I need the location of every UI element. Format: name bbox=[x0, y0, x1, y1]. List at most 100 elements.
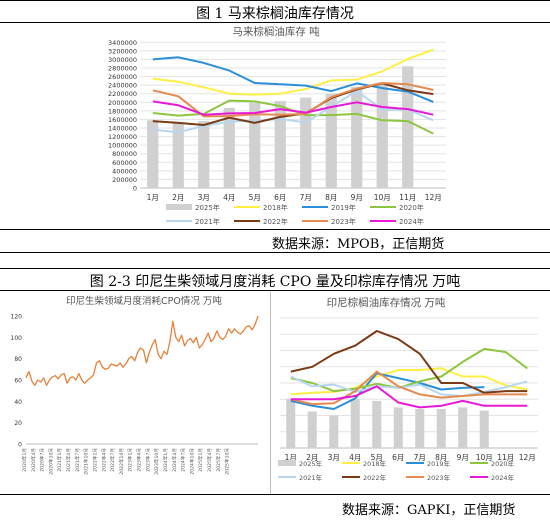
bar-2025-4 bbox=[350, 399, 360, 448]
bar-2025-6 bbox=[274, 101, 286, 188]
series-line-2020 bbox=[290, 347, 528, 393]
x-tick-label-8: 8月 bbox=[325, 193, 337, 202]
x-tick-label-1: 2020年1月 bbox=[21, 448, 28, 472]
indonesia-palm-stock-chart: 印尼棕榈油库存情况 万吨 1月 2月 3月 4月 5月 6月 7月 8月 9月 10月 11月 12月 2… bbox=[278, 296, 538, 482]
legend-label-2020: 2020年 bbox=[399, 203, 424, 212]
y-tick-label-60: 60 bbox=[14, 378, 22, 385]
x-tick-label-8: 8月 bbox=[435, 453, 447, 462]
bar-2025-6 bbox=[393, 407, 403, 448]
bar-2025-8 bbox=[325, 93, 337, 188]
legend-swatch-2025 bbox=[278, 460, 296, 466]
x-tick-label-10: 2022年4月 bbox=[100, 448, 107, 472]
x-tick-label-6: 2021年4月 bbox=[65, 448, 72, 472]
series-line-2019 bbox=[152, 56, 434, 103]
legend-label-2024: 2024年 bbox=[491, 473, 515, 482]
y-tick-label-800000: 800000 bbox=[112, 150, 137, 158]
chart-title: 印尼棕榈油库存情况 万吨 bbox=[327, 296, 446, 309]
bar-2025-9 bbox=[458, 407, 468, 448]
series-line-2024 bbox=[152, 100, 434, 116]
bar-2025-10 bbox=[479, 410, 489, 448]
legend-label-2021: 2021年 bbox=[299, 473, 323, 482]
source-rule-2 bbox=[0, 494, 550, 495]
legend-label-2019: 2019年 bbox=[331, 203, 356, 212]
x-tick-label-2: 2月 bbox=[306, 453, 318, 462]
bar-2025-1 bbox=[147, 120, 159, 188]
bar-2025-5 bbox=[372, 400, 382, 448]
x-tick-label-1: 1月 bbox=[285, 453, 297, 462]
y-tick-label-80: 80 bbox=[14, 356, 22, 363]
x-tick-label-9: 9月 bbox=[351, 193, 363, 202]
bar-2025-11 bbox=[402, 66, 414, 188]
x-tick-label-6: 6月 bbox=[274, 193, 286, 202]
x-tick-label-22: 2025年4月 bbox=[206, 448, 213, 472]
x-tick-label-14: 2023年4月 bbox=[136, 448, 143, 472]
series-line-2018 bbox=[152, 48, 434, 96]
bar-2025-1 bbox=[286, 399, 296, 448]
y-tick-label-400000: 400000 bbox=[112, 167, 137, 175]
x-tick-label-4: 2020年10月 bbox=[47, 448, 54, 475]
series-line-2019 bbox=[290, 372, 485, 410]
x-tick-label-7: 7月 bbox=[300, 193, 312, 202]
caption-rule bbox=[0, 22, 550, 23]
figure-1-source: 数据来源：MPOB，正信期货 bbox=[272, 237, 445, 252]
legend-swatch-2025 bbox=[166, 204, 192, 210]
y-tick-label-20: 20 bbox=[14, 420, 22, 427]
bar-2025-4 bbox=[223, 107, 235, 188]
y-tick-label-3200000: 3200000 bbox=[108, 47, 137, 55]
bar-2025-3 bbox=[329, 415, 339, 448]
x-tick-label-2: 2020年4月 bbox=[30, 448, 37, 472]
bar-2025-10 bbox=[376, 82, 388, 188]
malaysia-palm-stock-chart: 马来棕榈油库存 吨 0200000400000600000800000100000… bbox=[108, 25, 446, 226]
x-tick-label-6: 6月 bbox=[392, 453, 404, 462]
y-tick-label-2800000: 2800000 bbox=[108, 65, 137, 73]
bar-2025-8 bbox=[436, 409, 446, 448]
series-line-2021 bbox=[152, 90, 434, 134]
series-line-2024 bbox=[290, 385, 528, 409]
bar-2025-2 bbox=[307, 411, 317, 448]
chart-title: 印尼生柴领域月度消耗CPO情况 万吨 bbox=[66, 295, 222, 307]
x-tick-label-11: 11月 bbox=[399, 193, 416, 202]
x-tick-label-12: 12月 bbox=[519, 453, 536, 462]
y-tick-label-1200000: 1200000 bbox=[108, 133, 137, 141]
y-tick-label-2200000: 2200000 bbox=[108, 90, 137, 98]
series-line-2023 bbox=[290, 370, 528, 406]
x-tick-label-3: 3月 bbox=[198, 193, 210, 202]
y-tick-label-1000000: 1000000 bbox=[108, 142, 137, 150]
series-line-2021 bbox=[290, 375, 528, 397]
legend-label-2024: 2024年 bbox=[399, 217, 424, 226]
bar-2025-9 bbox=[351, 86, 363, 188]
x-tick-label-9: 9月 bbox=[457, 453, 469, 462]
x-tick-label-17: 2024年1月 bbox=[162, 448, 169, 472]
x-tick-label-4: 4月 bbox=[349, 453, 361, 462]
x-tick-label-19: 2024年7月 bbox=[180, 448, 187, 472]
legend-label-2025: 2025年 bbox=[195, 203, 220, 212]
x-tick-label-24: 2025年10月 bbox=[224, 448, 231, 475]
bar-2025-7 bbox=[415, 409, 425, 448]
x-tick-label-13: 2023年1月 bbox=[127, 448, 134, 472]
x-tick-label-3: 2020年7月 bbox=[39, 448, 46, 472]
x-tick-label-1: 1月 bbox=[147, 193, 159, 202]
x-tick-label-18: 2024年4月 bbox=[171, 448, 178, 472]
figure-23-caption: 图 2-3 印尼生柴领域月度消耗 CPO 量及印棕库存情况 万吨 bbox=[89, 274, 461, 290]
legend-label-2018: 2018年 bbox=[363, 459, 387, 468]
x-tick-label-11: 2022年7月 bbox=[109, 448, 116, 472]
series-line-2018 bbox=[290, 367, 528, 396]
y-tick-label-40: 40 bbox=[14, 399, 22, 406]
legend-label-2020: 2020年 bbox=[491, 459, 515, 468]
x-tick-label-7: 2021年7月 bbox=[74, 448, 81, 472]
legend-label-2025: 2025年 bbox=[299, 459, 323, 468]
y-tick-label-0: 0 bbox=[18, 442, 22, 449]
top-rule bbox=[0, 0, 550, 1]
bar-2025-3 bbox=[198, 121, 210, 188]
panel-divider bbox=[270, 292, 271, 494]
x-tick-label-3: 3月 bbox=[328, 453, 340, 462]
x-tick-label-10: 10月 bbox=[476, 453, 493, 462]
x-tick-label-11: 11月 bbox=[497, 453, 514, 462]
y-tick-label-0: 0 bbox=[133, 185, 137, 193]
legend-label-2023: 2023年 bbox=[331, 217, 356, 226]
y-tick-label-100: 100 bbox=[11, 335, 23, 342]
y-tick-label-1800000: 1800000 bbox=[108, 107, 137, 115]
figure-1-caption: 图 1 马来棕榈油库存情况 bbox=[196, 6, 354, 22]
x-tick-label-10: 10月 bbox=[374, 193, 391, 202]
bar-2025-2 bbox=[172, 123, 184, 188]
